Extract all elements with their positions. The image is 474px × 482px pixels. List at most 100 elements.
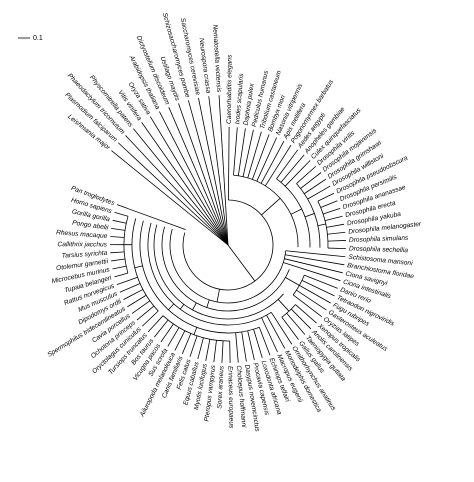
branch — [251, 134, 270, 180]
branch — [187, 100, 229, 246]
taxon-label: Rhesus macaque — [56, 229, 108, 240]
branch — [300, 172, 322, 189]
taxon-label: Caenorhabditis elegans — [226, 54, 234, 124]
branch — [235, 332, 239, 363]
branch — [131, 300, 151, 314]
branch — [134, 265, 143, 269]
branch — [208, 96, 229, 246]
branch — [317, 200, 329, 249]
branch — [281, 316, 299, 340]
branch — [147, 222, 272, 326]
branch — [277, 299, 290, 312]
branch — [197, 337, 204, 360]
branch — [178, 103, 229, 246]
branch — [256, 137, 277, 182]
branch — [285, 250, 346, 258]
branch — [221, 340, 224, 363]
branch — [123, 289, 144, 300]
branch — [280, 154, 305, 183]
branch — [237, 128, 246, 176]
branch — [284, 258, 343, 274]
branch — [317, 192, 335, 202]
branch — [304, 178, 327, 194]
branch — [233, 127, 238, 176]
branch — [253, 329, 263, 359]
branch — [242, 129, 254, 177]
branch — [117, 142, 229, 246]
branch — [266, 314, 286, 349]
branch — [307, 185, 331, 200]
branch — [241, 331, 247, 362]
branch — [327, 247, 346, 249]
branch — [167, 327, 180, 347]
branch — [150, 116, 229, 246]
branch — [193, 327, 198, 335]
branch — [181, 333, 192, 354]
branch — [326, 223, 345, 228]
branch — [295, 304, 317, 324]
branch — [125, 135, 229, 246]
taxon-label: Nematostella vectensis — [211, 24, 222, 93]
branch — [304, 274, 338, 289]
branch — [285, 254, 345, 266]
branch — [258, 327, 271, 356]
branch — [159, 111, 229, 246]
taxon-label: Drosophila sechellia — [349, 245, 409, 254]
branch — [147, 315, 164, 333]
branch — [112, 265, 127, 270]
branch — [260, 140, 285, 184]
branch — [174, 330, 186, 351]
branch — [206, 299, 210, 308]
branch — [139, 220, 260, 334]
branch — [216, 289, 220, 303]
branch — [192, 302, 197, 311]
branch — [270, 312, 293, 345]
branch — [116, 276, 138, 286]
branch — [233, 174, 299, 248]
branch — [299, 285, 331, 304]
branch — [133, 128, 229, 246]
branch — [110, 236, 125, 238]
branch — [283, 262, 341, 282]
branch — [261, 317, 278, 353]
branch — [285, 277, 300, 286]
branch — [290, 308, 312, 330]
branch — [296, 165, 317, 184]
branch — [168, 303, 175, 311]
branch — [218, 95, 229, 246]
branch — [116, 204, 186, 230]
branch — [286, 312, 306, 335]
branch — [327, 231, 346, 235]
branch — [142, 310, 159, 327]
branch — [205, 339, 211, 361]
taxon-label: Erinaceus europaeus — [226, 366, 234, 429]
taxon-label: Sorex araneus — [216, 365, 225, 409]
branch — [327, 240, 346, 242]
branch — [114, 212, 129, 217]
branch — [119, 283, 141, 293]
branch — [111, 258, 126, 262]
branch — [247, 131, 262, 178]
branch — [290, 208, 302, 215]
branch — [320, 200, 338, 208]
branch — [160, 323, 174, 343]
branch — [284, 160, 311, 187]
branch — [198, 97, 229, 246]
branch — [153, 224, 284, 320]
branch — [111, 150, 229, 246]
branch — [131, 218, 159, 312]
taxon-label: Tarsius syrichta — [62, 250, 108, 260]
branch — [227, 244, 256, 282]
taxon-label: Drosophila simulans — [349, 235, 409, 244]
branch — [154, 319, 169, 338]
branch — [127, 294, 147, 308]
branch — [114, 272, 128, 278]
branch — [112, 219, 127, 224]
branch — [111, 227, 126, 231]
branch — [324, 215, 343, 221]
branch — [304, 213, 315, 218]
branch — [317, 223, 326, 227]
branch — [292, 294, 322, 318]
branch — [110, 251, 125, 254]
